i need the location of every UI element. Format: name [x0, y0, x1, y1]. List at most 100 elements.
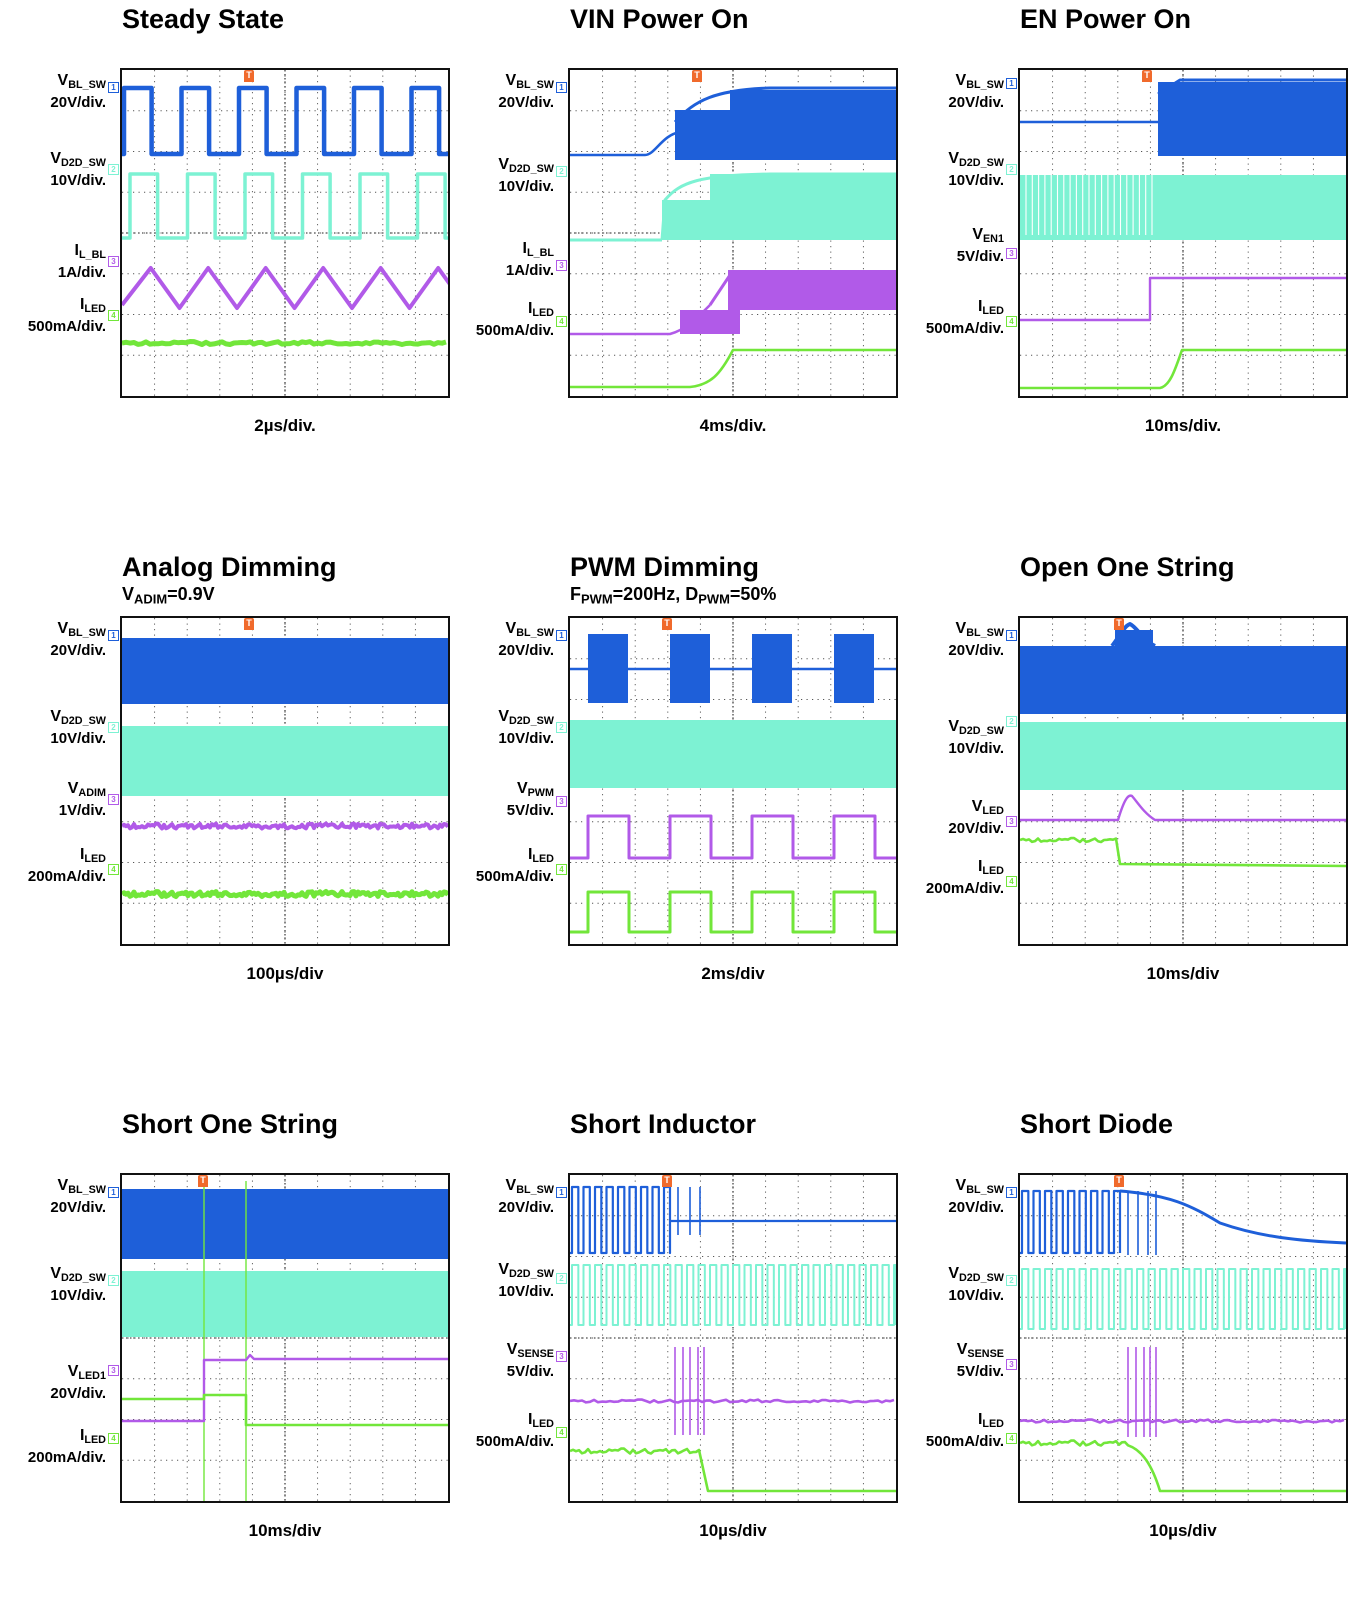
panel-title: VIN Power On: [570, 4, 749, 34]
waveform-plot: [1020, 70, 1346, 396]
channel-label: VLED1 20V/div.: [50, 1363, 106, 1402]
scope-panel: Analog Dimming VADIM=0.9V T VBL_SW 20V/div. 1…: [10, 548, 450, 1048]
channel-marker: 2: [108, 722, 119, 733]
channel-name: I: [977, 1411, 983, 1428]
channel-name: V: [971, 798, 983, 815]
channel-name: I: [79, 1427, 85, 1444]
ch3-trace: [1020, 794, 1346, 822]
channel-label: ILED 500mA/div.: [476, 846, 554, 885]
waveform-plot: [122, 70, 448, 396]
channel-subscript: D2D_SW: [959, 1272, 1004, 1285]
channel-name: V: [50, 1265, 61, 1282]
channel-label: VD2D_SW 10V/div.: [498, 156, 554, 195]
channel-scale: 20V/div.: [948, 642, 1004, 660]
ch4-trace: [122, 1393, 448, 1427]
ch3-envelope: [708, 273, 896, 306]
ch2-trace: [570, 1264, 896, 1326]
waveform-plot: [122, 1175, 448, 1501]
panel-title: Short Diode: [1020, 1109, 1173, 1139]
channel-marker: 2: [1006, 1275, 1017, 1286]
channel-name: V: [50, 708, 61, 725]
channel-name: I: [527, 1411, 533, 1428]
scope-screen: [120, 1173, 450, 1503]
ch1-decay: [1119, 1189, 1346, 1245]
timebase-label: 10ms/div.: [1144, 416, 1222, 435]
channel-name: V: [57, 620, 69, 637]
channel-subscript: LED: [84, 853, 106, 866]
grid: [122, 70, 448, 396]
ch1-spikes: [1127, 1191, 1157, 1255]
channel-subscript: BL_SW: [516, 627, 554, 640]
channel-marker: 1: [108, 1187, 119, 1198]
channel-label: VD2D_SW 10V/div.: [50, 708, 106, 747]
channel-name: V: [506, 1341, 518, 1358]
channel-name: I: [977, 298, 983, 315]
channel-subscript: BL_SW: [516, 79, 554, 92]
channel-name: V: [67, 780, 79, 797]
timebase-label: 10ms/div: [248, 1521, 322, 1540]
channel-marker: 2: [556, 166, 567, 177]
channel-subscript: LED: [982, 1418, 1004, 1431]
channel-scale: 10V/div.: [50, 172, 106, 190]
channel-marker: 2: [1006, 716, 1017, 727]
timebase-label: 10µs/div: [1149, 1521, 1217, 1540]
channel-label: ILED 500mA/div.: [476, 300, 554, 339]
ch3-trace: [122, 1353, 448, 1423]
ch1-trace: [570, 1185, 896, 1255]
ch4-trace: [570, 348, 896, 389]
trigger-marker: T: [1142, 70, 1152, 82]
channel-subscript: D2D_SW: [959, 157, 1004, 170]
channel-scale: 1A/div.: [57, 264, 106, 282]
channel-scale: 10V/div.: [948, 740, 1004, 758]
ch2-fill: [1020, 175, 1346, 240]
ch1-envelope: [1157, 78, 1346, 96]
scope-screen: [120, 616, 450, 946]
waveform-plot: [570, 70, 896, 396]
channel-label: ILED 500mA/div.: [926, 1411, 1004, 1450]
ch3-spikes: [1127, 1347, 1157, 1437]
ch1-burst-1: [670, 634, 710, 703]
channel-scale: 10V/div.: [50, 730, 106, 748]
channel-name: I: [522, 240, 527, 257]
channel-label: VD2D_SW 10V/div.: [498, 708, 554, 747]
ch2-gaps: [1025, 175, 1153, 235]
channel-marker: 2: [556, 1273, 567, 1284]
panel-title: Short Inductor: [570, 1109, 756, 1139]
ch3-trace: [570, 814, 896, 860]
subtitle-part: ADIM: [134, 591, 168, 607]
channel-name: V: [972, 226, 983, 243]
channel-scale: 200mA/div.: [925, 880, 1004, 898]
scope-panel: PWM Dimming FPWM=200Hz, DPWM=50% T VBL_SW 20…: [458, 548, 898, 1048]
channel-subscript: L_BL: [527, 247, 554, 260]
channel-subscript: D2D_SW: [509, 1268, 554, 1281]
channel-scale: 5V/div.: [506, 802, 554, 820]
channel-label: VD2D_SW 10V/div.: [948, 718, 1004, 757]
ch4-trace: [570, 890, 896, 934]
channel-subscript: BL_SW: [966, 79, 1004, 92]
ch2-fill: [710, 174, 896, 240]
panel-title: EN Power On: [1020, 4, 1192, 34]
channel-marker: 2: [108, 1275, 119, 1286]
scope-panel: Short One String T VBL_SW 20V/div. 1 VD2D_SW 1…: [10, 1105, 450, 1605]
channel-scale: 5V/div.: [506, 1363, 554, 1381]
channel-scale: 20V/div.: [50, 642, 106, 660]
panel-title: Open One String: [1020, 552, 1235, 582]
channel-scale: 10V/div.: [948, 172, 1004, 190]
channel-label: VBL_SW 20V/div.: [50, 1177, 106, 1216]
panel-title: Analog Dimming: [122, 552, 337, 582]
channel-name: V: [498, 1261, 509, 1278]
channel-marker: 3: [108, 794, 119, 805]
channel-scale: 1V/div.: [58, 802, 106, 820]
channel-marker: 4: [1006, 876, 1017, 887]
channel-label: VD2D_SW 10V/div.: [498, 1261, 554, 1300]
channel-marker: 1: [108, 630, 119, 641]
channel-label: IL_BL 1A/div.: [58, 242, 106, 281]
trigger-marker: T: [662, 1175, 672, 1187]
channel-subscript: D2D_SW: [61, 157, 106, 170]
channel-label: VBL_SW 20V/div.: [498, 620, 554, 659]
channel-label: ILED 200mA/div.: [28, 1427, 106, 1466]
trigger-marker: T: [692, 70, 702, 82]
channel-subscript: ADIM: [78, 787, 106, 800]
timebase-label: 100µs/div: [246, 964, 324, 983]
channel-marker: 3: [108, 256, 119, 267]
